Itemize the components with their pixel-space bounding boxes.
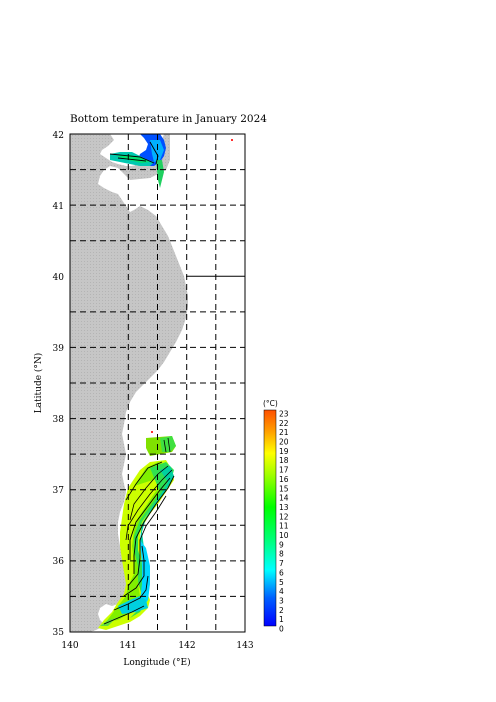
colorbar-gradient xyxy=(263,409,277,627)
temperature-field-south xyxy=(98,460,175,630)
colorbar-tick-label: 5 xyxy=(279,578,284,587)
y-tick-label: 36 xyxy=(53,557,65,567)
x-tick-label: 143 xyxy=(236,641,253,651)
y-tick-label: 38 xyxy=(53,415,65,425)
colorbar-tick-label: 0 xyxy=(279,625,284,634)
y-tick-label: 42 xyxy=(53,131,64,141)
colorbar: (°C) 23222120191817161514131211109876543… xyxy=(263,399,289,634)
colorbar-tick-label: 14 xyxy=(279,494,289,503)
y-axis-label: Latitude (°N) xyxy=(33,353,44,414)
x-axis-label: Longitude (°E) xyxy=(123,657,190,668)
marker-dot xyxy=(231,139,233,141)
colorbar-tick-label: 1 xyxy=(279,615,284,624)
colorbar-tick-label: 6 xyxy=(279,568,284,577)
colorbar-tick-label: 4 xyxy=(279,587,284,596)
plot-area xyxy=(70,134,245,632)
grid-lines xyxy=(70,134,245,632)
y-tick-label: 35 xyxy=(53,628,65,638)
map-title: Bottom temperature in January 2024 xyxy=(70,113,267,125)
x-tick-label: 142 xyxy=(178,641,195,651)
colorbar-tick-label: 3 xyxy=(279,597,284,606)
y-tick-label: 41 xyxy=(53,202,64,212)
x-tick-label: 141 xyxy=(119,641,136,651)
colorbar-tick-label: 2 xyxy=(279,606,284,615)
colorbar-tick-label: 9 xyxy=(279,540,284,549)
colorbar-tick-label: 20 xyxy=(279,438,289,447)
plot-frame xyxy=(69,133,246,633)
colorbar-tick-label: 17 xyxy=(279,466,289,475)
colorbar-tick-label: 8 xyxy=(279,550,284,559)
colorbar-tick-label: 7 xyxy=(279,559,284,568)
temperature-field-miyagi xyxy=(146,436,176,456)
colorbar-tick-label: 12 xyxy=(279,512,289,521)
colorbar-tick-label: 15 xyxy=(279,484,289,493)
marker-dot xyxy=(151,431,153,433)
y-tick-label: 40 xyxy=(53,273,65,283)
colorbar-tick-label: 18 xyxy=(279,456,289,465)
x-tick-labels: 140 141 142 143 xyxy=(61,641,253,651)
colorbar-tick-label: 22 xyxy=(279,419,289,428)
colorbar-tick-label: 19 xyxy=(279,447,289,456)
y-tick-label: 37 xyxy=(53,486,65,496)
x-tick-label: 140 xyxy=(61,641,78,651)
colorbar-tick-label: 16 xyxy=(279,475,289,484)
colorbar-tick-label: 11 xyxy=(279,522,289,531)
colorbar-tick-label: 21 xyxy=(279,428,289,437)
colorbar-tick-label: 23 xyxy=(279,410,289,419)
colorbar-unit: (°C) xyxy=(263,399,278,408)
colorbar-tick-label: 13 xyxy=(279,503,289,512)
y-tick-label: 39 xyxy=(53,344,65,354)
land-honshu xyxy=(70,134,188,632)
colorbar-tick-label: 10 xyxy=(279,531,289,540)
y-tick-labels: 35 36 37 38 39 40 41 42 xyxy=(53,131,65,638)
